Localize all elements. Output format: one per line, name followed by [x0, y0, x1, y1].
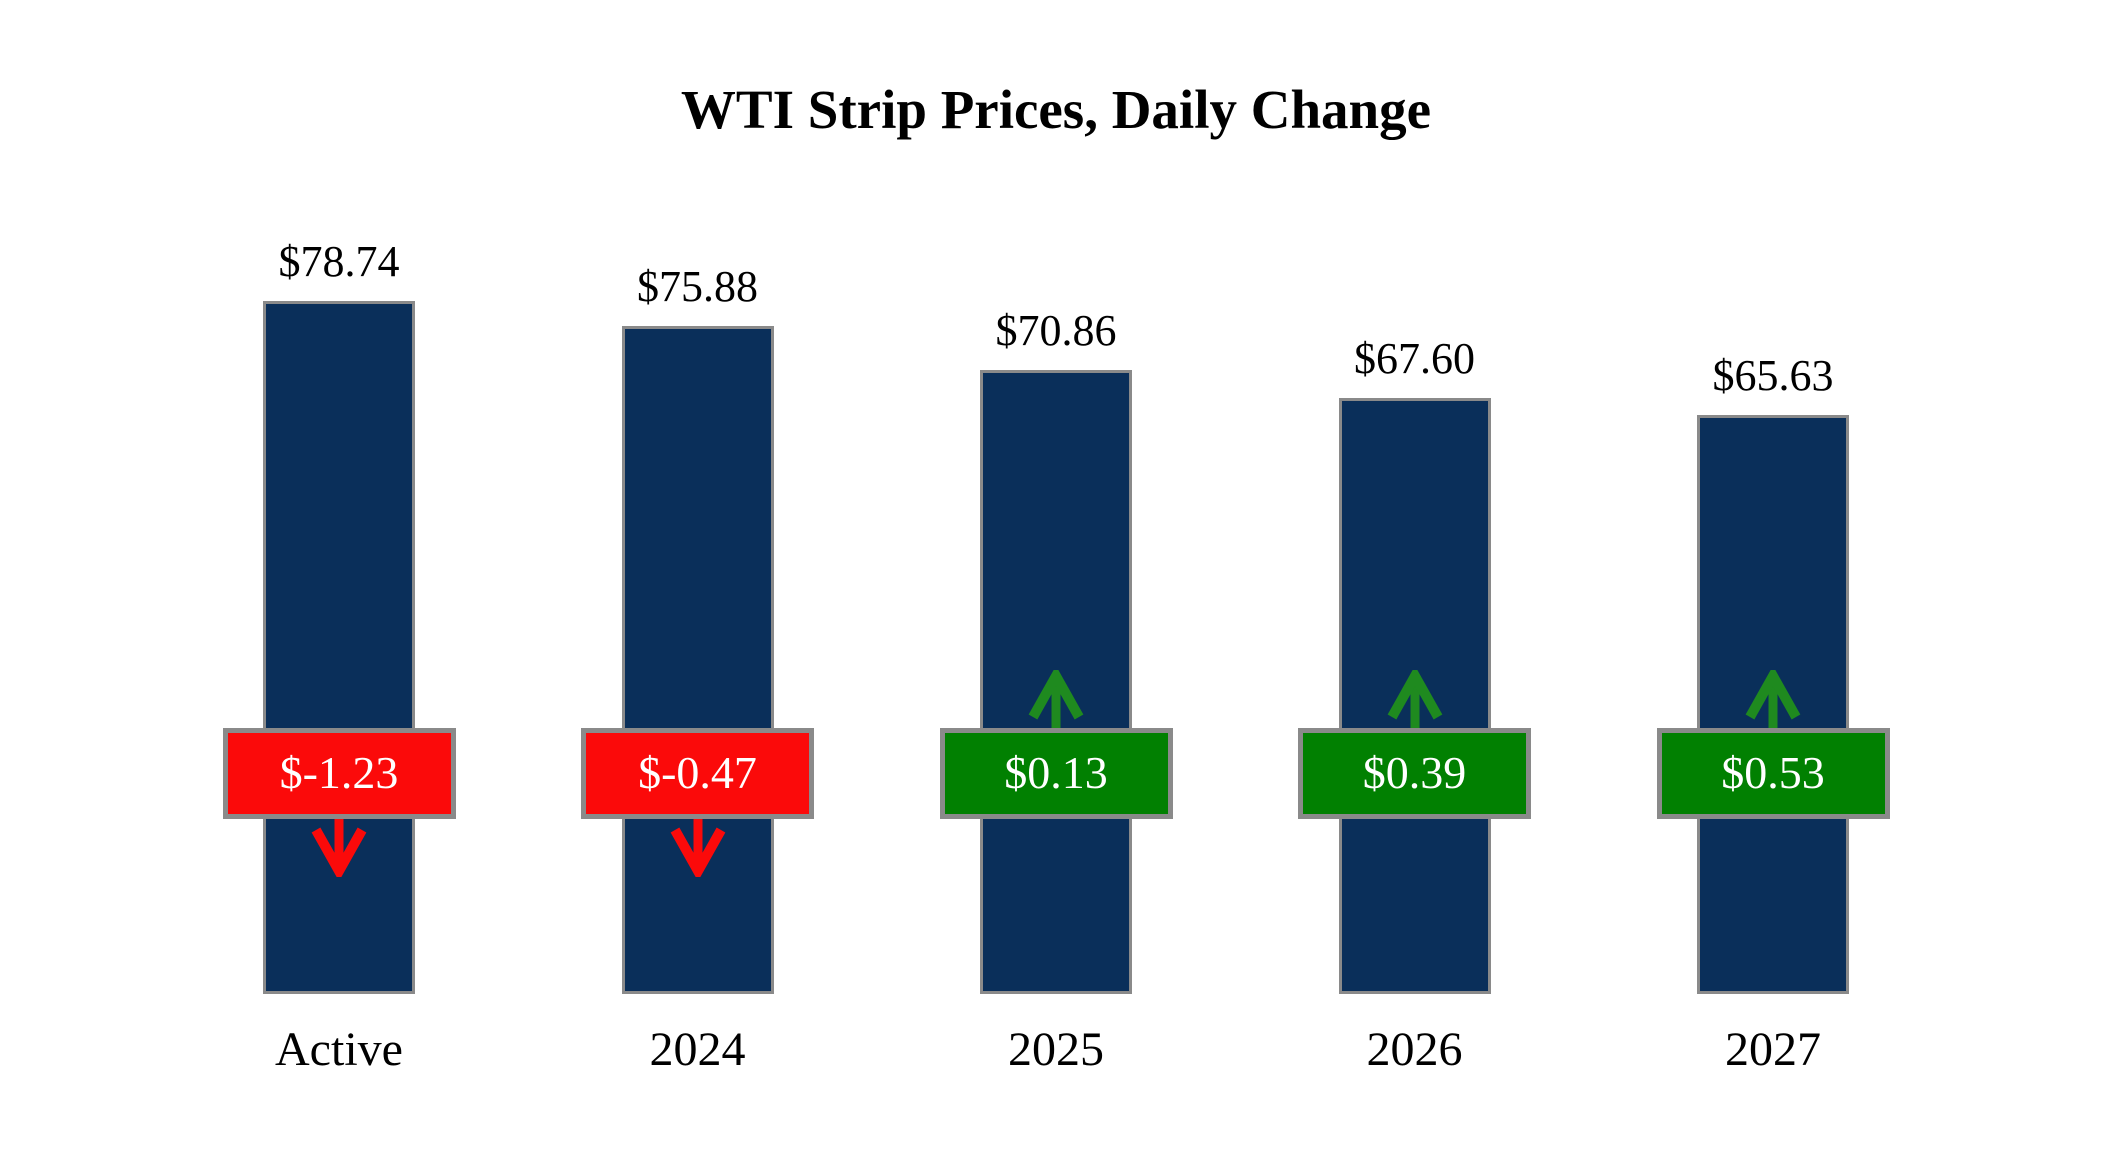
price-label: $78.74: [278, 237, 400, 286]
change-badge: $0.13: [939, 728, 1173, 819]
up-arrow-icon: [1387, 670, 1442, 728]
change-badge: $0.39: [1298, 728, 1531, 819]
change-value: $0.13: [1004, 747, 1108, 798]
down-arrow-icon: [311, 819, 367, 877]
change-badge: $-1.23: [222, 728, 456, 819]
price-label: $67.60: [1354, 334, 1475, 383]
change-value: $0.53: [1721, 747, 1825, 798]
category-label: 2025: [1008, 1023, 1104, 1076]
price-label: $65.63: [1712, 351, 1834, 400]
change-value: $-0.47: [638, 747, 757, 798]
price-label: $75.88: [637, 262, 758, 311]
category-label: 2024: [649, 1023, 746, 1076]
price-label: $70.86: [995, 306, 1117, 355]
up-arrow-icon: [1028, 670, 1084, 728]
up-arrow-icon: [1745, 670, 1801, 728]
chart-title: WTI Strip Prices, Daily Change: [680, 79, 1432, 140]
change-badge: $-0.47: [581, 728, 814, 819]
change-value: $0.39: [1362, 747, 1467, 798]
down-arrow-icon: [670, 819, 725, 877]
category-label: 2027: [1725, 1023, 1821, 1076]
price-bar: [263, 301, 415, 994]
change-badge: $0.53: [1656, 728, 1890, 819]
change-value: $-1.23: [279, 747, 399, 798]
category-label: Active: [275, 1023, 403, 1076]
price-bar: [621, 326, 774, 994]
category-label: 2026: [1366, 1023, 1463, 1076]
